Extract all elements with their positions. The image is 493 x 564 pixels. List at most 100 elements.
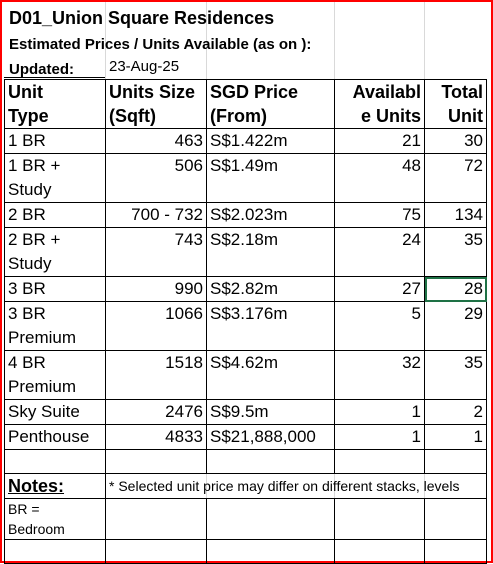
br-note-cell[interactable]: BR = Bedroom (5, 499, 106, 540)
cell-size[interactable]: 743 (106, 228, 207, 277)
header-line: SGD Price (210, 80, 331, 104)
cell-price[interactable]: S$3.176m (207, 302, 335, 351)
empty-cell[interactable] (106, 499, 207, 540)
cell-unit-type[interactable]: Sky Suite (5, 400, 106, 425)
cell-total[interactable]: 134 (425, 203, 487, 228)
empty-cell[interactable] (106, 540, 207, 564)
updated-date[interactable]: 23-Aug-25 (109, 58, 179, 75)
cell-line: 3 BR (8, 302, 102, 326)
cell-unit-type[interactable]: 3 BR (5, 277, 106, 302)
header-line: Availabl (338, 80, 421, 104)
cell-unit-type[interactable]: 3 BR Premium (5, 302, 106, 351)
cell-line: 1 BR + (8, 154, 102, 178)
cell-unit-type[interactable]: 2 BR (5, 203, 106, 228)
cell-price[interactable]: S$2.82m (207, 277, 335, 302)
cell-total[interactable]: 35 (425, 351, 487, 400)
cell-price[interactable]: S$1.49m (207, 154, 335, 203)
header-line: Unit (428, 104, 483, 128)
cell-available[interactable]: 21 (335, 129, 425, 154)
cell-price[interactable]: S$2.18m (207, 228, 335, 277)
cell-size[interactable]: 1066 (106, 302, 207, 351)
notes-label[interactable]: Notes: (5, 474, 106, 499)
cell-total[interactable]: 72 (425, 154, 487, 203)
table-row: 2 BR 700 - 732 S$2.023m 75 134 (5, 203, 487, 228)
cell-available[interactable]: 75 (335, 203, 425, 228)
cell-line: 2 BR (8, 203, 102, 227)
header-units-size[interactable]: Units Size (Sqft) (106, 80, 207, 129)
header-total[interactable]: Total Unit (425, 80, 487, 129)
header-available[interactable]: Availabl e Units (335, 80, 425, 129)
cell-total[interactable]: 29 (425, 302, 487, 351)
notes-row: Notes: * Selected unit price may differ … (5, 474, 487, 499)
cell-line: Study (8, 252, 102, 276)
cell-line: Study (8, 178, 102, 202)
empty-cell[interactable] (425, 499, 487, 540)
empty-cell[interactable] (5, 450, 106, 474)
table-row: 1 BR + Study 506 S$1.49m 48 72 (5, 154, 487, 203)
cell-line: Sky Suite (8, 400, 102, 424)
cell-size[interactable]: 463 (106, 129, 207, 154)
price-table: Unit Type Units Size (Sqft) SGD Price (F… (4, 79, 487, 564)
cell-price[interactable]: S$1.422m (207, 129, 335, 154)
cell-size[interactable]: 700 - 732 (106, 203, 207, 228)
cell-price[interactable]: S$9.5m (207, 400, 335, 425)
empty-row (5, 540, 487, 564)
cell-price[interactable]: S$21,888,000 (207, 425, 335, 450)
cell-line: 1 BR (8, 129, 102, 153)
table-row: 3 BR 990 S$2.82m 27 28 (5, 277, 487, 302)
divider (4, 77, 105, 78)
cell-size[interactable]: 2476 (106, 400, 207, 425)
sheet-subtitle: Estimated Prices / Units Available (as o… (9, 36, 311, 53)
empty-cell[interactable] (207, 540, 335, 564)
empty-cell[interactable] (335, 450, 425, 474)
empty-cell[interactable] (207, 450, 335, 474)
cell-size[interactable]: 1518 (106, 351, 207, 400)
cell-available[interactable]: 32 (335, 351, 425, 400)
cell-unit-type[interactable]: 4 BR Premium (5, 351, 106, 400)
cell-available[interactable]: 27 (335, 277, 425, 302)
header-row: Unit Type Units Size (Sqft) SGD Price (F… (5, 80, 487, 129)
cell-available[interactable]: 1 (335, 425, 425, 450)
cell-total[interactable]: 2 (425, 400, 487, 425)
cell-line: Premium (8, 375, 102, 399)
empty-cell[interactable] (207, 499, 335, 540)
cell-line: Premium (8, 326, 102, 350)
updated-label: Updated: (9, 61, 74, 78)
cell-price[interactable]: S$4.62m (207, 351, 335, 400)
header-line: Total (428, 80, 483, 104)
cell-available[interactable]: 5 (335, 302, 425, 351)
header-line: e Units (338, 104, 421, 128)
header-price[interactable]: SGD Price (From) (207, 80, 335, 129)
cell-price[interactable]: S$2.023m (207, 203, 335, 228)
cell-available[interactable]: 24 (335, 228, 425, 277)
cell-size[interactable]: 990 (106, 277, 207, 302)
empty-cell[interactable] (335, 499, 425, 540)
empty-cell[interactable] (5, 540, 106, 564)
header-line: (From) (210, 104, 331, 128)
cell-total[interactable]: 1 (425, 425, 487, 450)
cell-available[interactable]: 48 (335, 154, 425, 203)
note-text[interactable]: * Selected unit price may differ on diff… (106, 474, 487, 499)
table-row: Sky Suite 2476 S$9.5m 1 2 (5, 400, 487, 425)
table-row: Penthouse 4833 S$21,888,000 1 1 (5, 425, 487, 450)
empty-cell[interactable] (106, 450, 207, 474)
legend-row: BR = Bedroom (5, 499, 487, 540)
cell-size[interactable]: 4833 (106, 425, 207, 450)
cell-size[interactable]: 506 (106, 154, 207, 203)
cell-unit-type[interactable]: Penthouse (5, 425, 106, 450)
cell-total-selected[interactable]: 28 (425, 277, 487, 302)
empty-cell[interactable] (425, 540, 487, 564)
cell-unit-type[interactable]: 1 BR + Study (5, 154, 106, 203)
cell-line: Penthouse (8, 425, 102, 449)
cell-line: 3 BR (8, 277, 102, 301)
empty-cell[interactable] (335, 540, 425, 564)
cell-available[interactable]: 1 (335, 400, 425, 425)
cell-unit-type[interactable]: 2 BR + Study (5, 228, 106, 277)
cell-unit-type[interactable]: 1 BR (5, 129, 106, 154)
header-line: Unit (8, 80, 102, 104)
cell-total[interactable]: 30 (425, 129, 487, 154)
header-line: Type (8, 104, 102, 128)
header-unit-type[interactable]: Unit Type (5, 80, 106, 129)
empty-cell[interactable] (425, 450, 487, 474)
cell-total[interactable]: 35 (425, 228, 487, 277)
